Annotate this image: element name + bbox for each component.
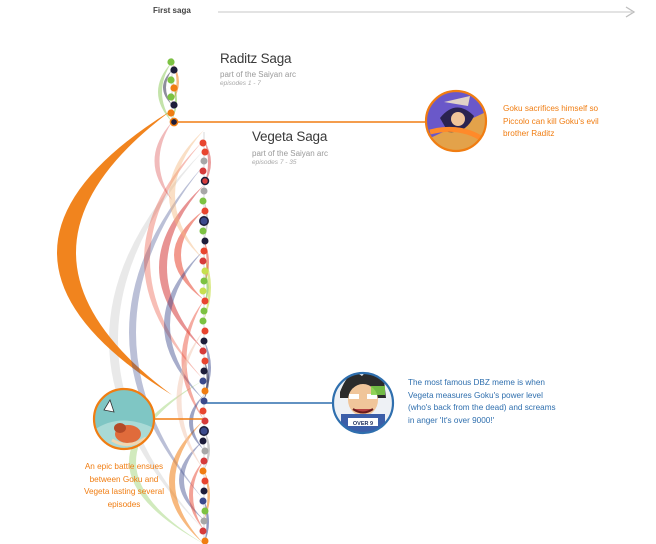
annotation-line: Piccolo can kill Goku's evil [503, 116, 599, 126]
annotation-line: Goku sacrifices himself so [503, 104, 599, 113]
episode-dot[interactable] [199, 497, 207, 505]
episode-dot[interactable] [167, 76, 175, 84]
arc-yamcha [169, 130, 204, 260]
episode-dot[interactable] [201, 477, 209, 485]
arc-vegeta [189, 395, 204, 450]
episode-dot[interactable] [199, 287, 207, 295]
goku-sacrifice-thumbnail[interactable] [424, 89, 488, 153]
annotation-text: Goku sacrifices himself so Piccolo can k… [503, 103, 643, 141]
episode-dot[interactable] [201, 357, 209, 365]
episode-dot[interactable] [199, 257, 207, 265]
annotation-line: episodes [107, 499, 141, 509]
episode-dot[interactable] [199, 139, 207, 147]
arc-krillin [144, 140, 204, 380]
annotation-line: between Goku and [89, 474, 159, 484]
episode-dot[interactable] [199, 527, 207, 535]
episode-dot[interactable] [201, 417, 209, 425]
arc-vegeta [164, 250, 204, 400]
episode-dot[interactable] [167, 109, 175, 117]
episode-dot[interactable] [200, 457, 208, 465]
episode-dot[interactable] [200, 157, 208, 165]
saga-arc: part of the Saiyan arc [252, 149, 329, 158]
episode-dot[interactable] [167, 58, 175, 66]
annotation-text: The most famous DBZ meme is when Vegeta … [408, 377, 598, 427]
saga-episodes: episodes 7 - 35 [252, 159, 297, 166]
episode-dot[interactable] [200, 367, 208, 375]
arc-goku [172, 62, 179, 102]
annotation-line: An epic battle ensues [84, 462, 164, 471]
arc-krillin [181, 300, 204, 420]
episode-dot[interactable] [201, 297, 209, 305]
arc-goku [57, 110, 172, 395]
connector-group [154, 121, 426, 420]
episode-dot[interactable] [199, 197, 207, 205]
saga-title: Raditz Saga [220, 51, 292, 66]
arc-krillin [189, 460, 204, 530]
arc-nappa [204, 430, 210, 470]
episode-dot[interactable] [201, 207, 209, 215]
arc-gohan [154, 122, 172, 200]
episode-dot[interactable] [170, 84, 178, 92]
episode-dot[interactable] [200, 337, 208, 345]
episode-dot[interactable] [169, 117, 179, 127]
episode-dot[interactable] [201, 537, 209, 544]
first-saga-label: First saga [153, 6, 191, 15]
episode-dot[interactable] [170, 66, 178, 74]
arc-vegeta [204, 340, 211, 395]
timeline-arrow-icon [625, 6, 636, 18]
episode-dot[interactable] [201, 267, 209, 275]
episode-dot[interactable] [200, 187, 208, 195]
episode-dot[interactable] [200, 487, 208, 495]
episode-dot-group [167, 58, 210, 544]
episode-dot[interactable] [199, 467, 207, 475]
episode-dot[interactable] [200, 307, 208, 315]
arc-piccolo [158, 62, 172, 122]
goku-vegeta-battle-thumbnail[interactable] [92, 387, 156, 451]
arc-raditz [163, 70, 172, 105]
episode-dot[interactable] [199, 377, 207, 385]
episode-dot[interactable] [201, 148, 209, 156]
episode-dot[interactable] [199, 227, 207, 235]
arc-goku [169, 420, 204, 544]
annotation-line: (who's back from the dead) and screams [408, 403, 556, 412]
episode-dot[interactable] [199, 426, 209, 436]
episode-dot[interactable] [199, 216, 209, 226]
saga-title: Vegeta Saga [252, 129, 328, 144]
annotation-line: The most famous DBZ meme is when [408, 378, 545, 387]
vegeta-scouter-thumbnail[interactable]: OVER 9 [331, 371, 395, 435]
arc-chiaotzu [176, 330, 204, 470]
annotation-line: Vegeta measures Goku's power level [408, 390, 543, 400]
episode-dot[interactable] [167, 93, 175, 101]
episode-dot[interactable] [201, 447, 209, 455]
arc-saibamen [204, 255, 211, 320]
episode-dot[interactable] [200, 517, 208, 525]
annotation-line: brother Raditz [503, 129, 555, 138]
saga-episodes: episodes 1 - 7 [220, 80, 261, 87]
episode-dot[interactable] [170, 101, 178, 109]
episode-dot[interactable] [199, 437, 207, 445]
episode-dot[interactable] [199, 407, 207, 415]
episode-dot[interactable] [199, 317, 207, 325]
arc-goku [204, 470, 210, 520]
episode-dot[interactable] [199, 167, 207, 175]
arc-krillin [204, 240, 209, 285]
episode-dot[interactable] [201, 507, 209, 515]
arc-piccolo [204, 270, 209, 305]
episode-dot[interactable] [201, 327, 209, 335]
annotation-line: in anger 'It's over 9000!' [408, 415, 495, 425]
episode-dot[interactable] [200, 247, 208, 255]
annotation-text: An epic battle ensues between Goku and V… [76, 461, 172, 511]
episode-dot[interactable] [199, 347, 207, 355]
arc-gohan [204, 140, 211, 185]
episode-dot[interactable] [200, 397, 208, 405]
saga-arc: part of the Saiyan arc [220, 70, 297, 79]
arc-vegeta [179, 440, 204, 520]
annotation-line: Vegeta lasting several [83, 487, 165, 496]
episode-dot[interactable] [200, 277, 208, 285]
thumbnail-caption: OVER 9 [353, 421, 373, 427]
episode-dot[interactable] [201, 237, 209, 245]
episode-dot[interactable] [201, 387, 209, 395]
episode-dot[interactable] [200, 176, 210, 186]
